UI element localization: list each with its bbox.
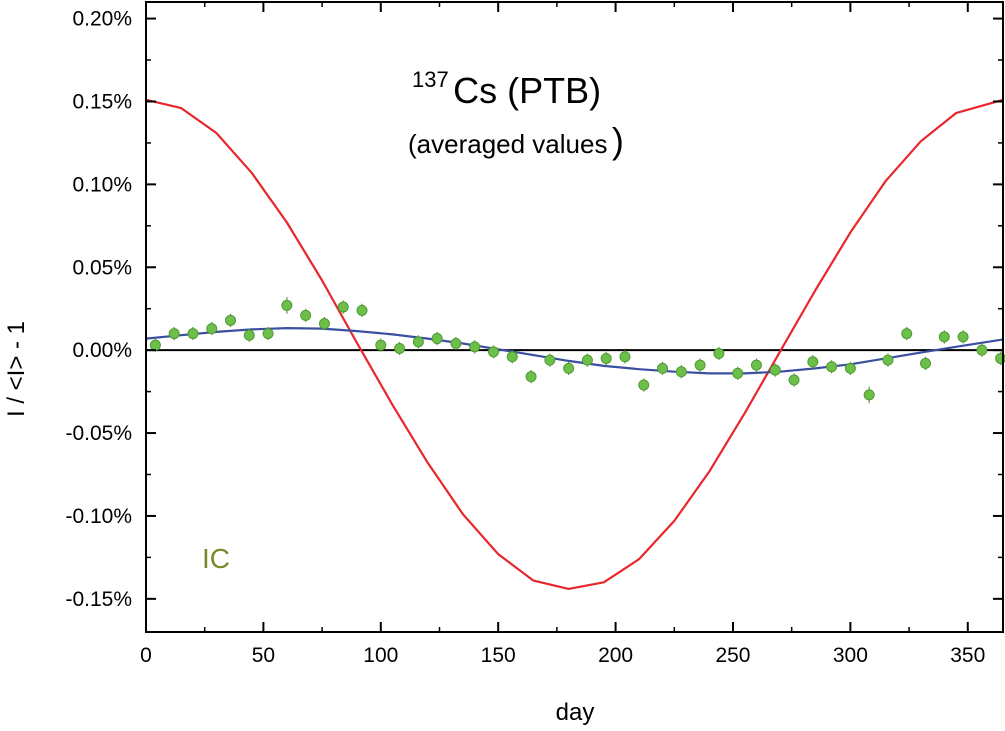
x-tick-label: 250 [715, 644, 750, 667]
data-point [450, 338, 462, 350]
plot-frame [145, 1, 1004, 633]
data-point [694, 359, 706, 371]
data-point [920, 357, 932, 369]
data-point [863, 389, 875, 401]
x-tick-label: 0 [140, 644, 152, 667]
subtitle-text: (averaged values [408, 129, 607, 159]
y-tick-label: -0.05% [65, 422, 132, 445]
data-point [469, 341, 481, 353]
x-tick-label: 200 [598, 644, 633, 667]
data-point [281, 299, 293, 311]
subtitle-close-paren: ) [612, 120, 624, 161]
data-point [168, 328, 180, 340]
data-point [600, 352, 612, 364]
data-point [938, 331, 950, 343]
seasonal-sine-curve [145, 98, 1004, 590]
data-point [262, 328, 274, 340]
x-tick-label: 350 [950, 644, 985, 667]
annotation-ic: IC [202, 543, 230, 574]
y-tick-label: 0.15% [72, 90, 132, 113]
data-point [356, 304, 368, 316]
data-point [957, 331, 969, 343]
data-point [750, 359, 762, 371]
axes [145, 1, 1004, 633]
x-axis-title: day [556, 699, 595, 726]
data-point [187, 328, 199, 340]
data-point [657, 362, 669, 374]
data-point [506, 351, 518, 363]
data-point [826, 361, 838, 373]
data-point [525, 371, 537, 383]
data-point [149, 339, 161, 351]
data-point [337, 301, 349, 313]
y-tick-label: 0.10% [72, 173, 132, 196]
data-point [769, 364, 781, 376]
data-point [807, 356, 819, 368]
x-tick-label: 50 [252, 644, 275, 667]
data-point [901, 328, 913, 340]
data-point [713, 347, 725, 359]
data-point [487, 346, 499, 358]
plot-area [145, 98, 1005, 590]
data-point [638, 379, 650, 391]
data-point [882, 354, 894, 366]
data-point [563, 362, 575, 374]
x-tick-label: 150 [481, 644, 516, 667]
y-tick-label: -0.10% [65, 505, 132, 528]
data-point [375, 339, 387, 351]
y-tick-label: 0.05% [72, 256, 132, 279]
data-point [243, 329, 255, 341]
chart-subtitle: (averaged values ) [408, 120, 624, 161]
x-tick-label: 100 [363, 644, 398, 667]
y-tick-label: 0.00% [72, 339, 132, 362]
data-point [788, 374, 800, 386]
data-point [206, 323, 218, 335]
title-main: Cs (PTB) [453, 70, 601, 111]
y-tick-label: 0.20% [72, 8, 132, 31]
labels: 0 50 100 150 200 250 300 350 -0.15% -0.10% -0.05% 0… [65, 8, 985, 667]
data-point [581, 354, 593, 366]
data-point [431, 333, 443, 345]
x-tick-label: 300 [833, 644, 868, 667]
y-tick-label: -0.15% [65, 588, 132, 611]
data-point [675, 366, 687, 378]
data-point [619, 351, 631, 363]
y-axis-title: I / <I> - 1 [3, 321, 30, 417]
data-point [394, 343, 406, 354]
data-point [732, 367, 744, 379]
data-point [976, 344, 988, 356]
data-point [225, 314, 237, 326]
data-point [412, 336, 424, 348]
data-point [544, 354, 556, 366]
chart-title: 137 Cs (PTB) [412, 67, 601, 111]
data-point [300, 309, 312, 321]
title-superscript: 137 [412, 67, 449, 92]
data-point [844, 362, 856, 374]
data-point [318, 318, 330, 330]
